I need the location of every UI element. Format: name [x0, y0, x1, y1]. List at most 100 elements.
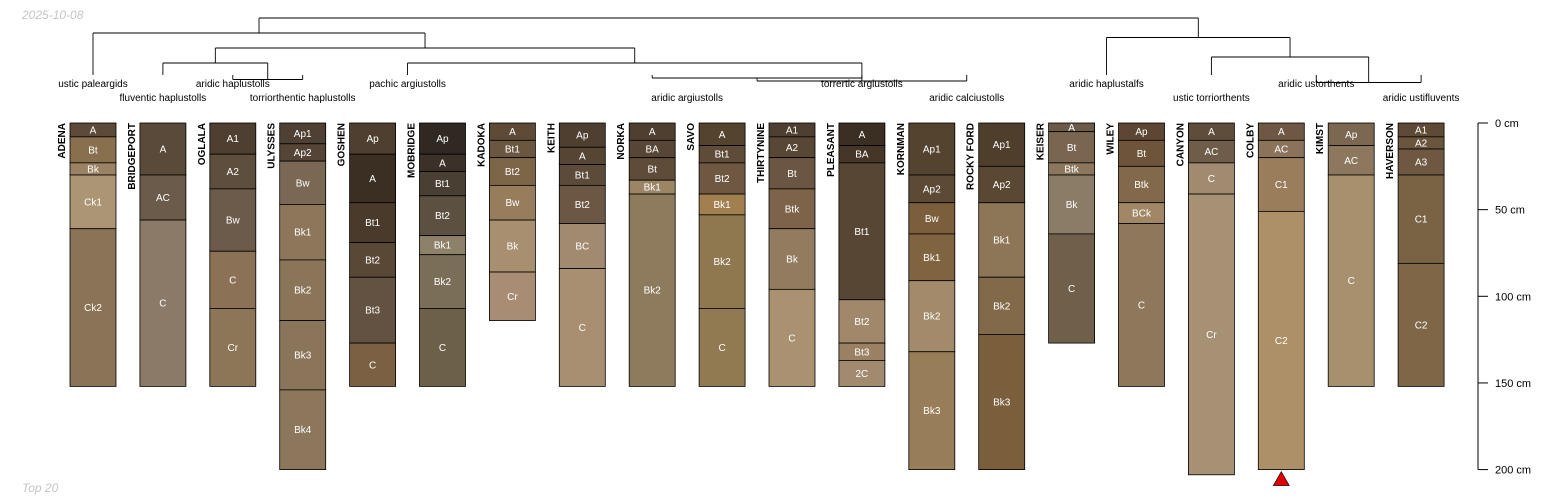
profile-colby: A AC C1 C2 COLBY	[1245, 122, 1305, 486]
horizon-label: Bt	[1137, 149, 1147, 160]
horizon-bt3	[349, 276, 397, 344]
profile-wiley: Ap Bt Btk BCk C WILEY	[1106, 122, 1165, 387]
horizon-label: Ap2	[993, 180, 1011, 191]
profile-adena: A Bt Bk Ck1 Ck2 ADENA	[57, 122, 117, 387]
horizon-label: Bt3	[854, 347, 869, 358]
profile-name: COLBY	[1245, 123, 1256, 158]
horizon-label: Ap1	[294, 129, 312, 140]
horizon-label: Bt1	[575, 170, 590, 181]
horizon-c	[209, 250, 257, 309]
horizon-label: A2	[227, 167, 240, 178]
profile-name: NORKA	[616, 123, 627, 160]
profile-bridgeport: A AC C BRIDGEPORT	[127, 122, 187, 387]
horizon-label: C	[1138, 300, 1145, 311]
profile-name: WILEY	[1106, 123, 1117, 155]
profile-name: KEITH	[546, 123, 557, 153]
horizon-label: A	[90, 125, 97, 136]
horizon-label: Bk4	[294, 425, 312, 436]
horizon-label: A	[1278, 127, 1285, 138]
horizon-label: Bk2	[713, 257, 731, 268]
horizon-c	[558, 268, 606, 387]
profile-kadoka: A Bt1 Bt2 Bw Bk Cr KADOKA	[476, 122, 536, 321]
profile-kimst: Ap AC C KIMST	[1315, 122, 1375, 387]
horizon-label: C	[1068, 284, 1075, 295]
horizon-label: Ap	[436, 134, 449, 145]
horizon-label: Bt2	[365, 255, 380, 266]
horizon-label: Bk3	[923, 406, 941, 417]
profile-name: KIMST	[1315, 123, 1326, 154]
horizon-label: Cr	[507, 292, 518, 303]
horizon-label: Bk2	[993, 301, 1011, 312]
horizon-ap2	[908, 174, 956, 204]
horizon-label: Bk2	[923, 312, 941, 323]
profile-name: OGLALA	[197, 123, 208, 165]
horizon-2c	[838, 360, 886, 387]
horizon-label: Btk	[785, 204, 800, 215]
horizon-label: A	[369, 174, 376, 185]
horizon-bt1	[419, 171, 466, 197]
horizon-label: Bk1	[713, 200, 731, 211]
horizon-bk2	[419, 254, 466, 309]
horizon-label: Bt	[1067, 143, 1077, 154]
horizon-c	[1188, 162, 1235, 195]
taxon-label: ustic paleargids	[58, 79, 127, 90]
horizon-label: Bt3	[365, 306, 380, 317]
horizon-bk	[768, 228, 816, 290]
horizon-label: Bk2	[644, 286, 662, 297]
horizon-btk	[1118, 165, 1165, 204]
taxon-label: aridic argiustolls	[651, 93, 723, 104]
horizon-label: Bt2	[505, 167, 520, 178]
horizon-label: A	[649, 127, 656, 138]
horizon-label: A	[859, 130, 866, 141]
horizon-label: C2	[1275, 336, 1288, 347]
profile-name: KADOKA	[476, 123, 487, 167]
footer-note: Top 20	[22, 481, 59, 495]
horizon-label: Bt	[787, 169, 797, 180]
horizon-label: Bt2	[435, 211, 450, 222]
horizon-label: A2	[786, 143, 799, 154]
horizon-label: C	[1208, 174, 1215, 185]
horizon-label: C	[718, 343, 725, 354]
horizon-bt1	[349, 202, 397, 243]
horizon-ap	[558, 122, 606, 148]
horizon-label: Bk1	[294, 228, 312, 239]
horizon-c	[1118, 223, 1165, 387]
horizon-bk3	[279, 320, 327, 391]
profile-pleasant: A BA Bt1 Bt2 Bt3 2C PLEASANT	[826, 122, 886, 387]
horizon-ck2	[69, 228, 117, 387]
horizon-label: Bw	[505, 198, 520, 209]
horizon-label: Ap1	[923, 144, 941, 155]
horizon-bk2	[628, 193, 676, 387]
taxon-label: torriorthentic haplustolls	[250, 93, 356, 104]
horizon-label: A	[579, 151, 586, 162]
horizon-label: Bk3	[294, 351, 312, 362]
horizon-a3	[1397, 148, 1445, 176]
profile-name: ROCKY FORD	[966, 123, 977, 190]
horizon-label: Bk2	[294, 286, 312, 297]
horizon-label: Cr	[1206, 330, 1217, 341]
profile-savo: A Bt1 Bt2 Bk1 Bk2 C SAVO	[686, 122, 746, 387]
horizon-label: A1	[786, 125, 799, 136]
horizon-bt	[1118, 139, 1165, 167]
profile-canyon: A AC C Cr CANYON	[1175, 122, 1235, 476]
horizon-bk3	[978, 334, 1026, 470]
axis-tick-label: 0 cm	[1495, 118, 1519, 130]
horizon-label: C	[579, 323, 586, 334]
horizon-c	[1048, 233, 1095, 344]
horizon-c	[419, 308, 466, 387]
horizon-label: C	[1348, 276, 1355, 287]
horizon-label: C	[159, 299, 166, 310]
horizon-label: AC	[1274, 144, 1288, 155]
horizon-label: Ap	[1135, 127, 1148, 138]
horizon-label: Bk3	[993, 398, 1011, 409]
horizon-label: Bt2	[854, 317, 869, 328]
profile-name: CANYON	[1175, 123, 1186, 166]
horizon-bk2	[978, 276, 1026, 335]
horizon-bt2	[349, 242, 397, 278]
horizon-c1	[1397, 174, 1445, 264]
horizon-label: Bw	[296, 178, 311, 189]
horizon-bt2	[419, 195, 466, 237]
horizon-label: C	[788, 333, 795, 344]
horizon-ap1	[908, 122, 956, 176]
horizon-bt	[768, 157, 816, 190]
